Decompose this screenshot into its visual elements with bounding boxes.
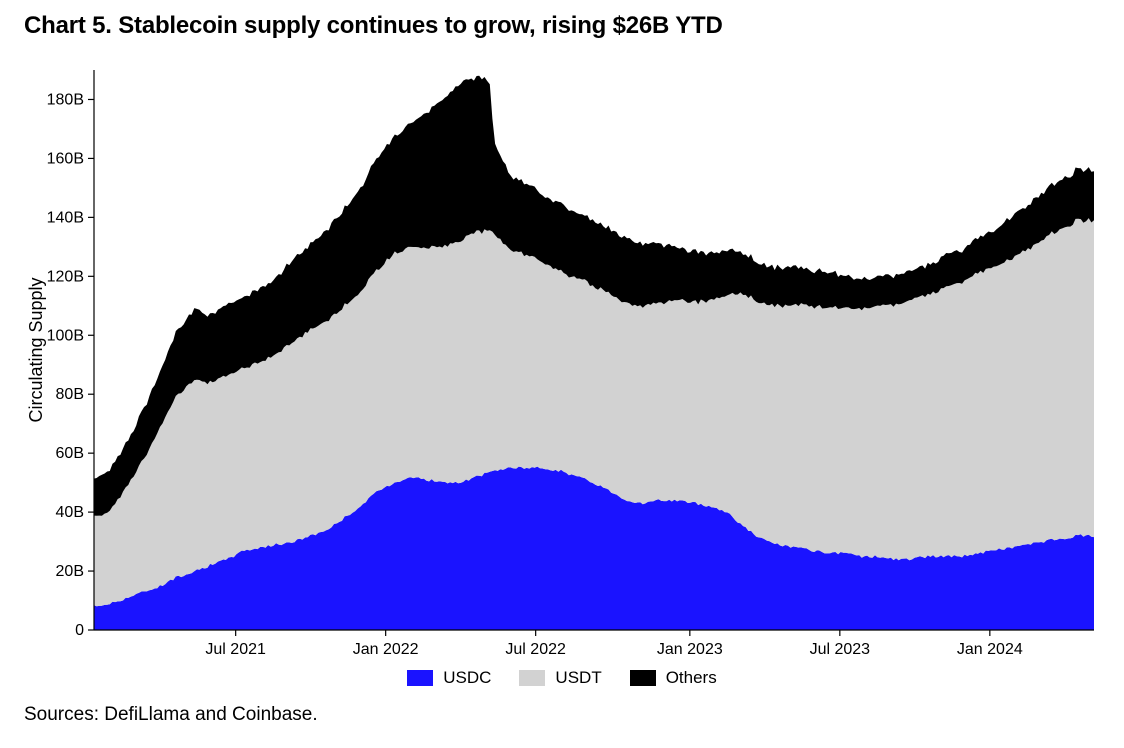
y-tick-label: 80B <box>56 386 84 403</box>
y-tick-label: 100B <box>47 327 84 344</box>
legend-label-others: Others <box>666 668 717 688</box>
y-tick-label: 180B <box>47 91 84 108</box>
legend: USDC USDT Others <box>24 668 1100 688</box>
y-tick-label: 60B <box>56 445 84 462</box>
legend-swatch-usdc <box>407 670 433 686</box>
y-tick-label: 40B <box>56 504 84 521</box>
legend-label-usdt: USDT <box>555 668 601 688</box>
x-tick-label: Jul 2022 <box>505 641 566 654</box>
legend-swatch-usdt <box>519 670 545 686</box>
legend-item-usdt: USDT <box>519 668 601 688</box>
y-tick-label: 160B <box>47 150 84 167</box>
x-tick-label: Jan 2022 <box>353 641 419 654</box>
x-tick-label: Jul 2023 <box>810 641 871 654</box>
y-axis-label: Circulating Supply <box>26 277 46 422</box>
y-tick-label: 0 <box>75 622 84 639</box>
page: Chart 5. Stablecoin supply continues to … <box>0 0 1124 748</box>
x-tick-label: Jul 2021 <box>205 641 266 654</box>
y-tick-label: 120B <box>47 268 84 285</box>
stacked-area-chart: 0 20B 40B 60B 80B 100B 120B 140B 160B 180B Jul 202… <box>24 42 1100 654</box>
chart-title: Chart 5. Stablecoin supply continues to … <box>24 12 1100 40</box>
sources-text: Sources: DefiLlama and Coinbase. <box>24 704 1100 726</box>
y-tick-label: 20B <box>56 563 84 580</box>
legend-item-others: Others <box>630 668 717 688</box>
chart-area: 0 20B 40B 60B 80B 100B 120B 140B 160B 180B Jul 202… <box>24 42 1100 662</box>
y-tick-label: 140B <box>47 209 84 226</box>
legend-swatch-others <box>630 670 656 686</box>
legend-label-usdc: USDC <box>443 668 491 688</box>
x-tick-label: Jan 2024 <box>957 641 1023 654</box>
legend-item-usdc: USDC <box>407 668 491 688</box>
x-tick-label: Jan 2023 <box>657 641 723 654</box>
